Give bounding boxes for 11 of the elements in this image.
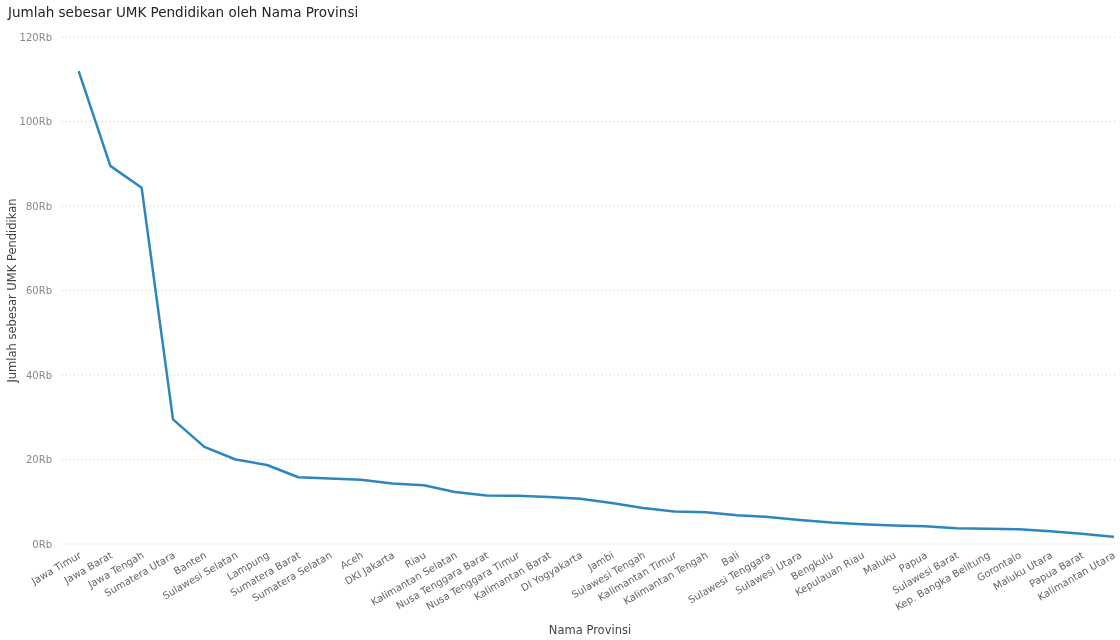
line-series [77,70,1115,539]
chart-title: Jumlah sebesar UMK Pendidikan oleh Nama Provinsi [8,4,359,20]
y-tick-label: 60Rb [25,285,52,297]
y-tick-label: 20Rb [25,454,52,466]
y-tick-label: 0Rb [32,538,52,550]
x-axis-title: Nama Provinsi [548,623,632,637]
y-tick-label: 120Rb [19,31,52,43]
y-tick-label: 80Rb [25,200,52,212]
y-tick-label: 40Rb [25,369,52,381]
y-axis-title: Jumlah sebesar UMK Pendidikan [5,198,20,384]
y-tick-label: 100Rb [19,116,52,128]
